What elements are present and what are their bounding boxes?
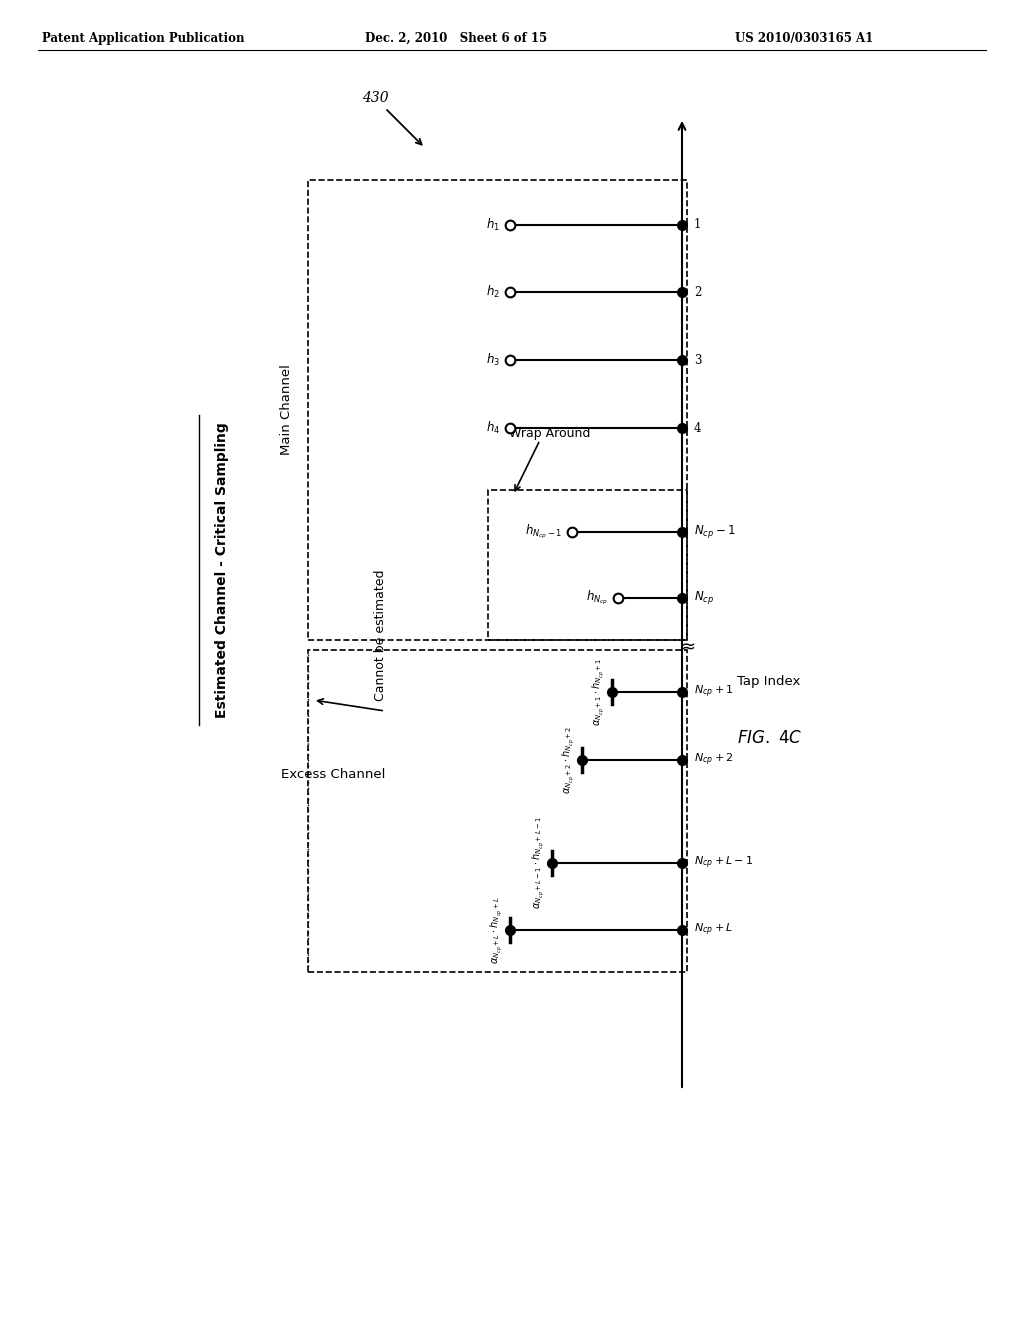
Text: Patent Application Publication: Patent Application Publication: [42, 32, 245, 45]
Text: 4: 4: [694, 421, 701, 434]
Text: $N_{cp}+L-1$: $N_{cp}+L-1$: [694, 855, 754, 871]
Text: Excess Channel: Excess Channel: [281, 768, 385, 781]
Text: Wrap Around: Wrap Around: [509, 426, 591, 440]
Text: $\alpha_{N_{cp}+L}\cdot h_{N_{cp}+L}$: $\alpha_{N_{cp}+L}\cdot h_{N_{cp}+L}$: [488, 896, 505, 964]
Text: 1: 1: [694, 219, 701, 231]
Text: US 2010/0303165 A1: US 2010/0303165 A1: [735, 32, 873, 45]
Text: $h_3$: $h_3$: [486, 352, 500, 368]
Text: $\alpha_{N_{cp}+L-1}\cdot h_{N_{cp}+L-1}$: $\alpha_{N_{cp}+L-1}\cdot h_{N_{cp}+L-1}…: [530, 817, 547, 909]
Text: $\mathit{FIG.\ 4C}$: $\mathit{FIG.\ 4C}$: [737, 730, 803, 747]
Text: $\alpha_{N_{cp}+2}\cdot h_{N_{cp}+2}$: $\alpha_{N_{cp}+2}\cdot h_{N_{cp}+2}$: [561, 726, 577, 795]
Text: 2: 2: [694, 285, 701, 298]
Bar: [308, 649, 687, 972]
Text: $\alpha_{N_{cp}+1}\cdot h_{N_{cp}+1}$: $\alpha_{N_{cp}+1}\cdot h_{N_{cp}+1}$: [591, 657, 607, 726]
Text: Estimated Channel - Critical Sampling: Estimated Channel - Critical Sampling: [215, 422, 229, 718]
Text: $N_{cp}+1$: $N_{cp}+1$: [694, 684, 733, 700]
Bar: [308, 180, 687, 640]
Text: Cannot be estimated: Cannot be estimated: [374, 569, 386, 701]
Text: Dec. 2, 2010   Sheet 6 of 15: Dec. 2, 2010 Sheet 6 of 15: [365, 32, 547, 45]
Bar: [488, 490, 687, 640]
Text: $N_{cp}$: $N_{cp}$: [694, 590, 714, 606]
Text: 3: 3: [694, 354, 701, 367]
Text: Main Channel: Main Channel: [280, 364, 293, 455]
Text: $N_{cp}-1$: $N_{cp}-1$: [694, 524, 735, 540]
Text: Tap Index: Tap Index: [737, 675, 801, 688]
Text: $h_1$: $h_1$: [486, 216, 500, 234]
Text: $N_{cp}+L$: $N_{cp}+L$: [694, 921, 733, 939]
Text: $N_{cp}+2$: $N_{cp}+2$: [694, 752, 733, 768]
Text: 430: 430: [361, 91, 388, 106]
Text: $h_2$: $h_2$: [486, 284, 500, 300]
Text: $h_{N_{cp}-1}$: $h_{N_{cp}-1}$: [524, 523, 562, 541]
Text: $h_{N_{cp}}$: $h_{N_{cp}}$: [586, 589, 608, 607]
Text: $\approx$: $\approx$: [677, 636, 695, 653]
Text: $h_4$: $h_4$: [485, 420, 500, 436]
